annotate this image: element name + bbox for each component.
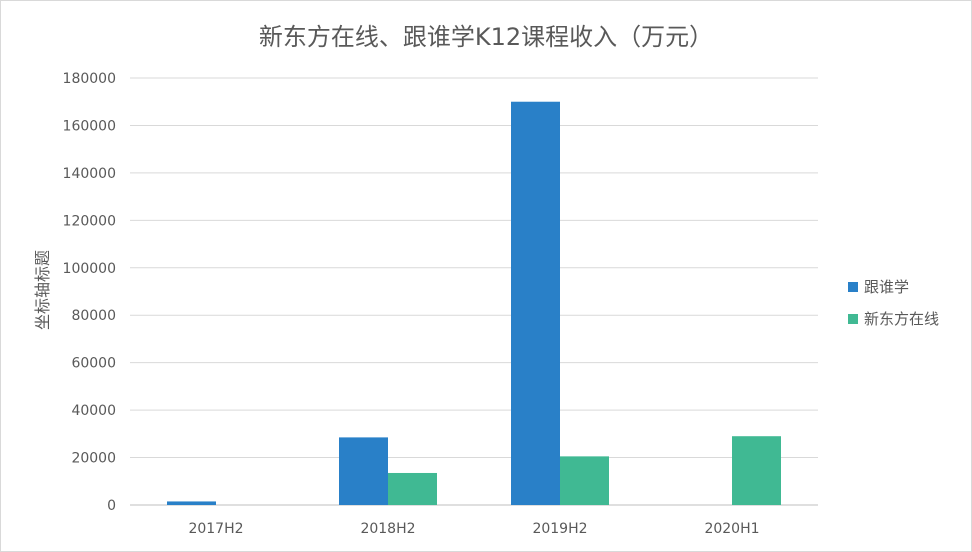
bar-gensxue-2019H2 (511, 101, 560, 505)
bar-xdf-online-2018H2 (388, 472, 437, 505)
y-tick-label: 40000 (71, 403, 116, 419)
y-tick-label: 20000 (71, 451, 116, 467)
bar-gensxue-2018H2 (339, 437, 388, 505)
x-tick-label: 2017H2 (188, 521, 243, 537)
y-tick-label: 180000 (63, 71, 116, 87)
gridlines (130, 77, 818, 506)
x-tick-labels: 2017H2 2018H2 2019H2 2020H1 (188, 521, 759, 537)
x-tick-label: 2019H2 (532, 521, 587, 537)
y-tick-label: 160000 (63, 118, 116, 134)
y-tick-label: 100000 (63, 261, 116, 277)
y-tick-label: 140000 (63, 166, 116, 182)
bar-xdf-online-2019H2 (560, 456, 609, 505)
legend-swatch (848, 314, 858, 324)
legend-swatch (848, 282, 858, 292)
bar-gensxue-2017H2 (167, 501, 216, 505)
y-tick-label: 120000 (63, 213, 116, 229)
y-tick-label: 0 (107, 498, 116, 514)
y-tick-labels: 0 20000 40000 60000 80000 100000 120000 140000 1… (63, 71, 116, 514)
legend-label: 新东方在线 (864, 310, 939, 328)
legend-label: 跟谁学 (864, 278, 909, 296)
bar-xdf-online-2020H1 (732, 436, 781, 505)
chart-title: 新东方在线、跟谁学K12课程收入（万元） (259, 23, 713, 51)
x-tick-label: 2018H2 (360, 521, 415, 537)
y-axis-title: 坐标轴标题 (33, 250, 52, 330)
y-tick-label: 60000 (71, 356, 116, 372)
y-tick-label: 80000 (71, 308, 116, 324)
x-tick-label: 2020H1 (704, 521, 759, 537)
bars (167, 101, 781, 505)
